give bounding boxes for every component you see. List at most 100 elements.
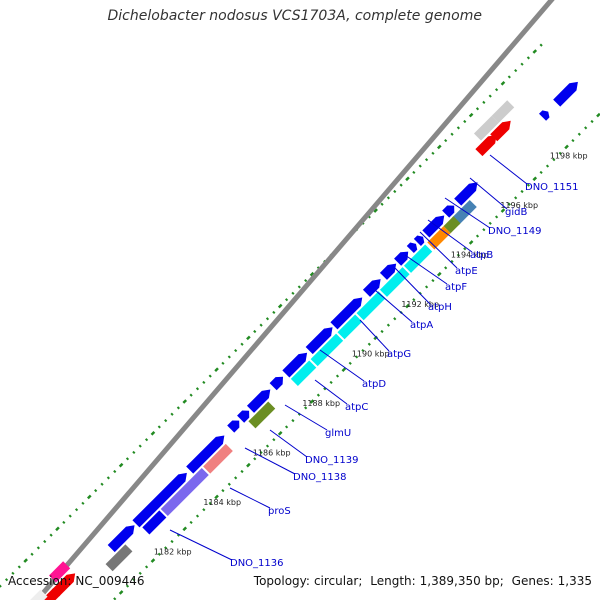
- gc-dot: [304, 406, 308, 410]
- gc-dot: [450, 259, 454, 264]
- tick-label: 1194 kbp: [451, 251, 489, 260]
- gene-label: atpD: [362, 379, 386, 390]
- gc-dot: [431, 279, 435, 283]
- gc-dot: [277, 303, 283, 309]
- gc-dot: [4, 578, 9, 582]
- gc-dot: [150, 431, 156, 436]
- gc-dot: [590, 119, 594, 124]
- gc-dot: [514, 68, 518, 73]
- gc-dot: [482, 100, 486, 104]
- accession-value: NC_009446: [75, 574, 145, 588]
- leader-line: [404, 254, 448, 285]
- gc-dot: [367, 215, 371, 219]
- gc-dot: [30, 552, 34, 556]
- feature-arrow: [237, 410, 250, 423]
- gc-dot: [424, 285, 429, 289]
- feature-arrow: [337, 314, 363, 340]
- gene-label: atpH: [428, 302, 452, 313]
- gc-dot: [125, 584, 130, 588]
- gc-dot: [189, 393, 193, 397]
- leader-line: [229, 487, 271, 509]
- gc-dot: [304, 279, 308, 283]
- gc-dot: [323, 387, 327, 391]
- gc-dot: [189, 520, 193, 525]
- gc-dot: [507, 202, 511, 206]
- feature-arrow: [475, 134, 497, 157]
- gc-dot: [253, 457, 257, 461]
- gc-dot: [234, 349, 238, 353]
- feature-arrow: [553, 81, 578, 107]
- tick-label: 1192 kbp: [401, 300, 439, 309]
- feature-arrow: [362, 279, 381, 297]
- leader-line: [469, 177, 508, 210]
- gc-dot: [17, 565, 21, 569]
- gc-dot: [520, 62, 524, 66]
- gc-dot: [405, 176, 410, 182]
- gc-dot: [118, 462, 124, 468]
- gc-dot: [23, 558, 28, 563]
- gc-dot-tracks: [0, 43, 600, 600]
- feature-arrow: [394, 251, 409, 266]
- gc-dot: [380, 329, 384, 334]
- gene-label: DNO_1139: [305, 455, 359, 466]
- gc-dot: [214, 494, 219, 500]
- feature-arrow: [379, 263, 397, 280]
- gene-label: DNO_1149: [488, 226, 542, 237]
- gc-dot: [418, 164, 422, 168]
- feature-arrow: [454, 182, 478, 206]
- gc-dot: [272, 310, 276, 315]
- gc-dot: [596, 112, 600, 118]
- feature-arrow: [30, 589, 48, 600]
- gc-dot: [539, 170, 543, 174]
- feature-arrow: [413, 235, 425, 246]
- gc-dot: [132, 578, 136, 582]
- tick-label: 1186 kbp: [253, 449, 291, 458]
- gc-dot: [214, 367, 219, 372]
- gc-dot: [367, 342, 371, 346]
- gc-dot: [297, 285, 301, 289]
- gc-dot: [405, 303, 410, 309]
- leader-line: [427, 219, 473, 253]
- gc-dot: [444, 266, 448, 270]
- gc-dot: [500, 208, 506, 213]
- gene-label: gidB: [505, 207, 527, 218]
- gc-dot: [138, 444, 142, 448]
- gc-dot: [500, 81, 506, 86]
- feature-arrow: [227, 420, 240, 433]
- feature-arrow: [379, 267, 410, 297]
- feature-arrow: [269, 376, 284, 391]
- gc-dot: [144, 565, 149, 569]
- gc-dot: [412, 170, 416, 174]
- leader-line: [244, 447, 296, 475]
- feature-arrow: [107, 525, 135, 553]
- gc-dot: [514, 196, 518, 200]
- accession-label: Accession:: [8, 574, 72, 588]
- leader-line: [374, 289, 413, 323]
- gc-dot: [43, 539, 47, 544]
- gene-label: atpG: [387, 349, 411, 360]
- gc-dot: [164, 419, 168, 423]
- gc-dot: [202, 380, 206, 385]
- leader-line: [284, 404, 328, 431]
- gc-dot: [361, 349, 365, 353]
- leader-line: [359, 319, 390, 352]
- gc-dot: [335, 374, 340, 378]
- gc-dot: [475, 234, 480, 238]
- feature-arrow: [356, 291, 386, 321]
- gc-dot: [118, 590, 124, 595]
- gc-dot: [170, 412, 174, 416]
- gc-dot: [412, 298, 416, 302]
- leader-line: [319, 349, 365, 382]
- feature-arrow: [132, 472, 187, 528]
- gc-dot: [532, 176, 538, 182]
- feature-arrow: [403, 244, 433, 273]
- topology-label: Topology:: [253, 574, 310, 588]
- gc-dot: [507, 75, 511, 79]
- gene-label: DNO_1151: [525, 182, 579, 193]
- feature-arrow: [442, 205, 455, 218]
- gc-dot: [494, 88, 499, 92]
- genome-title: Dichelobacter nodosus VCS1703A, complete…: [107, 8, 482, 24]
- tick-label: 1198 kbp: [550, 152, 588, 161]
- gc-dot: [272, 438, 276, 442]
- feature-arrow: [443, 216, 461, 234]
